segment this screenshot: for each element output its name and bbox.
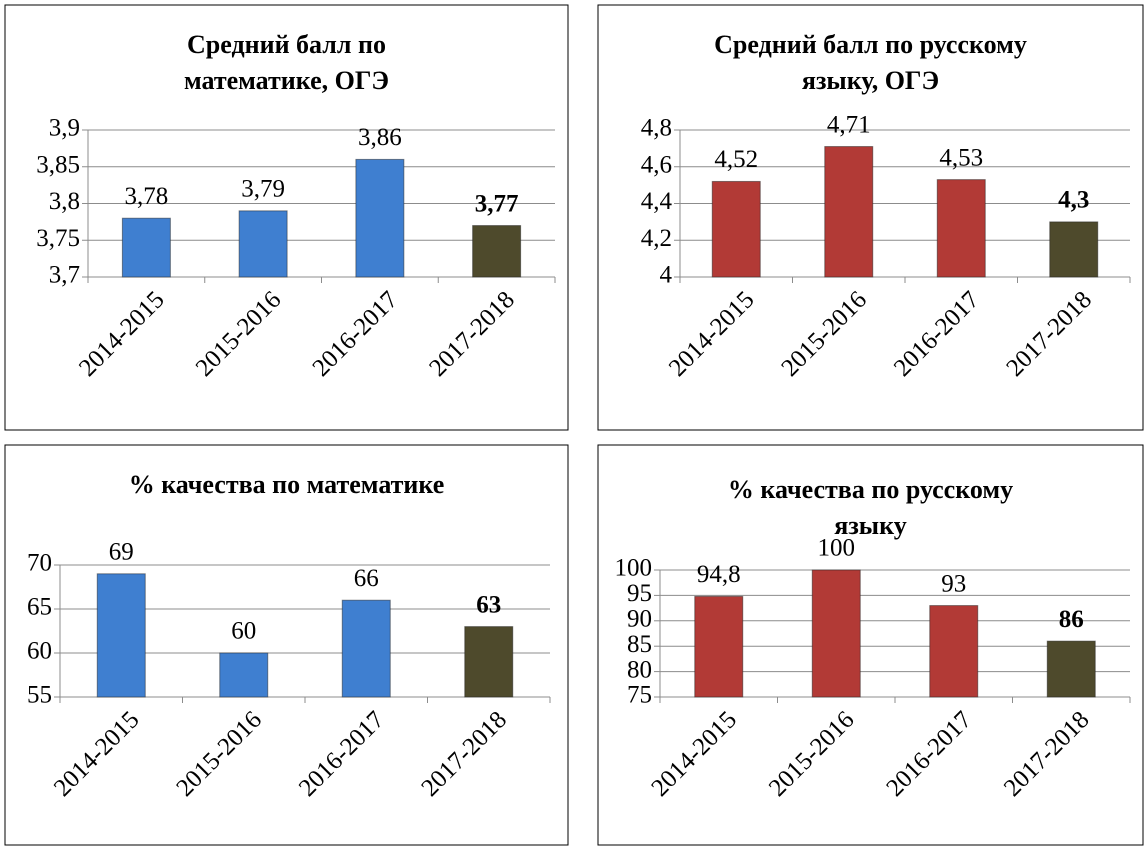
value-label: 66 [354, 565, 379, 592]
value-label: 86 [1059, 606, 1084, 633]
chart-title: Средний балл по [187, 30, 386, 59]
chart-title: % качества по русскому [728, 475, 1013, 504]
y-tick-label: 75 [627, 682, 652, 709]
chart-title: языку [834, 511, 906, 540]
value-label: 63 [476, 591, 501, 618]
bar [694, 595, 744, 698]
y-tick-label: 3,85 [36, 151, 80, 178]
bar [355, 158, 405, 278]
value-label: 3,86 [358, 124, 402, 151]
bar [711, 180, 761, 278]
x-tick-label: 2016-2017 [294, 706, 390, 802]
y-tick-label: 4,4 [641, 188, 673, 215]
bar [1049, 221, 1099, 278]
x-tick-label: 2016-2017 [889, 286, 985, 382]
bar [472, 225, 522, 278]
bar [464, 626, 514, 698]
y-tick-label: 3,75 [36, 225, 80, 252]
bar [121, 217, 171, 278]
y-tick-label: 80 [627, 656, 652, 683]
x-tick-label: 2014-2015 [74, 286, 170, 382]
chart-panel: Средний балл по математике, ОГЭ 3,7 3,75 3,8… [4, 4, 569, 431]
y-tick-label: 60 [27, 638, 52, 665]
panel-border [4, 4, 569, 431]
x-tick-label: 2015-2016 [171, 706, 267, 802]
bar [96, 573, 146, 698]
bar [929, 605, 979, 698]
value-label: 4,3 [1058, 187, 1089, 214]
y-tick-label: 55 [27, 682, 52, 709]
value-label: 4,71 [827, 111, 871, 138]
bar [238, 210, 288, 278]
panel-border [597, 4, 1144, 431]
chart-title: Средний балл по русскому [714, 30, 1027, 59]
y-tick-label: 85 [627, 631, 652, 658]
bar [811, 569, 861, 698]
x-tick-label: 2017-2018 [424, 286, 520, 382]
chart-panel: % качества по математике 55 60 65 70 69 2014-2… [4, 444, 569, 846]
x-tick-label: 2016-2017 [307, 286, 403, 382]
value-label: 3,77 [475, 190, 519, 217]
bar [1046, 640, 1096, 698]
chart-title: языку, ОГЭ [802, 66, 939, 95]
x-tick-label: 2015-2016 [776, 286, 872, 382]
x-tick-label: 2017-2018 [416, 706, 512, 802]
value-label: 93 [941, 570, 966, 597]
bar [219, 652, 269, 698]
x-tick-label: 2015-2016 [191, 286, 287, 382]
y-tick-label: 100 [615, 555, 653, 582]
chart-title: математике, ОГЭ [184, 66, 389, 95]
x-tick-label: 2017-2018 [1001, 286, 1097, 382]
value-label: 4,52 [714, 146, 758, 173]
value-label: 100 [818, 535, 856, 562]
y-tick-label: 90 [627, 606, 652, 633]
x-tick-label: 2017-2018 [999, 706, 1095, 802]
panel-border [4, 444, 569, 846]
bar [341, 599, 391, 698]
x-tick-label: 2014-2015 [664, 286, 760, 382]
y-tick-label: 70 [27, 550, 52, 577]
bar [936, 179, 986, 278]
y-tick-label: 95 [627, 580, 652, 607]
x-tick-label: 2016-2017 [881, 706, 977, 802]
y-tick-label: 3,9 [49, 115, 80, 142]
y-tick-label: 4,8 [641, 115, 672, 142]
y-tick-label: 65 [27, 594, 52, 621]
value-label: 4,53 [939, 144, 983, 171]
y-tick-label: 4 [660, 262, 673, 289]
chart-panel: % качества по русскомуязыку7580859095100… [597, 444, 1144, 846]
value-label: 94,8 [697, 561, 741, 588]
x-tick-label: 2015-2016 [764, 706, 860, 802]
x-tick-label: 2014-2015 [646, 706, 742, 802]
value-label: 3,78 [125, 183, 169, 210]
x-tick-label: 2014-2015 [49, 706, 145, 802]
y-tick-label: 4,2 [641, 225, 672, 252]
chart-title: % качества по математике [129, 470, 445, 499]
value-label: 60 [231, 618, 256, 645]
value-label: 69 [109, 539, 134, 566]
chart-panel: Средний балл по русскому языку, ОГЭ 4 4,2 4,… [597, 4, 1144, 431]
value-label: 3,79 [241, 176, 285, 203]
bar [824, 146, 874, 278]
y-tick-label: 3,7 [49, 262, 80, 289]
panel-border [597, 444, 1144, 846]
y-tick-label: 3,8 [49, 188, 80, 215]
y-tick-label: 4,6 [641, 151, 672, 178]
